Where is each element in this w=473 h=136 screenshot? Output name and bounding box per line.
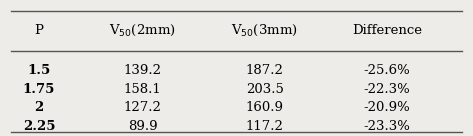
Text: P: P [35,24,44,37]
Text: 117.2: 117.2 [246,120,284,133]
Text: 139.2: 139.2 [123,64,161,77]
Text: V$_{50}$(3mm): V$_{50}$(3mm) [231,23,298,38]
Text: 187.2: 187.2 [246,64,284,77]
Text: -22.3%: -22.3% [364,83,411,96]
Text: 127.2: 127.2 [123,101,161,114]
Text: V$_{50}$(2mm): V$_{50}$(2mm) [109,23,176,38]
Text: 2: 2 [35,101,44,114]
Text: 2.25: 2.25 [23,120,55,133]
Text: 1.75: 1.75 [23,83,55,96]
Text: -23.3%: -23.3% [364,120,411,133]
Text: 203.5: 203.5 [246,83,284,96]
Text: 158.1: 158.1 [123,83,161,96]
Text: 1.5: 1.5 [27,64,51,77]
Text: -20.9%: -20.9% [364,101,411,114]
Text: 160.9: 160.9 [245,101,284,114]
Text: Difference: Difference [352,24,422,37]
Text: 89.9: 89.9 [128,120,157,133]
Text: -25.6%: -25.6% [364,64,411,77]
